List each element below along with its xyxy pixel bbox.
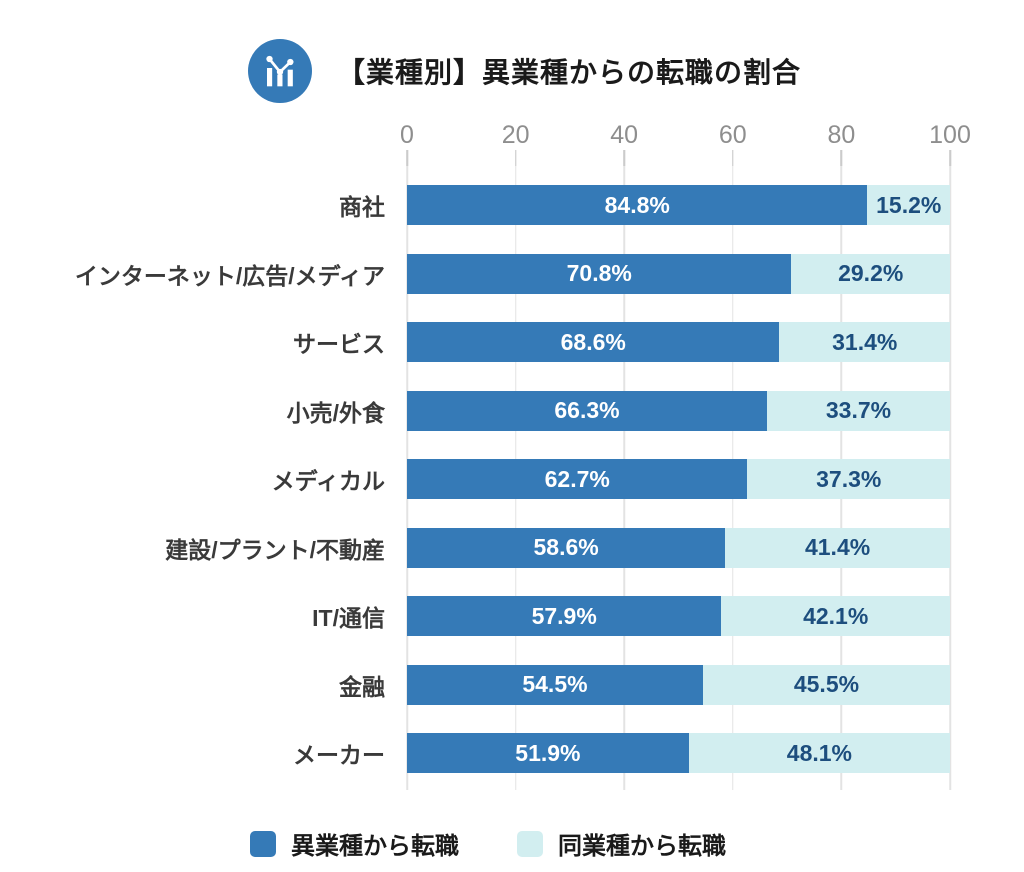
axis-tick-mark	[949, 150, 951, 166]
bar-value-label: 33.7%	[825, 397, 892, 424]
x-axis-tick-label: 80	[827, 121, 856, 149]
x-axis: 0 20 40 60 80 100	[400, 121, 971, 151]
bar-value-label: 57.9%	[531, 602, 597, 629]
bar-segment-same-industry: 41.4%	[725, 527, 950, 568]
bar-value-label: 70.8%	[566, 260, 632, 287]
bar-segment-same-industry: 45.5%	[702, 664, 950, 705]
axis-tick-mark	[732, 150, 734, 166]
bar-row: メーカー 51.9% 48.1%	[0, 719, 1024, 788]
category-label: インターネット/広告/メディア	[74, 262, 385, 289]
x-axis-tick-label: 0	[400, 121, 414, 149]
category-label: メディカル	[271, 468, 385, 495]
legend-swatch-dark-blue	[250, 830, 276, 857]
bar-line-chart-icon	[248, 39, 312, 103]
bar-segment-same-industry: 29.2%	[791, 253, 950, 294]
bar-segment-different-industry: 58.6%	[407, 527, 726, 568]
bar-segment-different-industry: 84.8%	[407, 185, 868, 226]
chart-header: 【業種別】異業種からの転職の割合	[248, 39, 801, 103]
bar-value-label: 41.4%	[804, 534, 871, 561]
bar-value-label: 29.2%	[838, 260, 904, 287]
axis-tick-mark	[623, 150, 625, 166]
category-label: IT/通信	[312, 605, 385, 632]
x-axis-tick-label: 20	[501, 121, 530, 149]
bar-segment-different-industry: 68.6%	[407, 322, 780, 363]
bar-row: サービス 68.6% 31.4%	[0, 308, 1024, 377]
bar-row: 商社 84.8% 15.2%	[0, 171, 1024, 240]
bar-value-label: 66.3%	[554, 397, 620, 424]
gridline	[949, 150, 951, 790]
bar-segment-different-industry: 70.8%	[407, 253, 792, 294]
bar-value-label: 45.5%	[793, 671, 860, 698]
x-axis-tick-label: 100	[929, 121, 971, 149]
category-label: メーカー	[293, 742, 385, 769]
stacked-bar: 66.3% 33.7%	[407, 390, 950, 431]
bar-value-label: 48.1%	[786, 739, 852, 766]
bar-value-label: 31.4%	[832, 328, 898, 355]
bar-segment-same-industry: 42.1%	[721, 596, 950, 637]
legend-label: 同業種から転職	[558, 833, 726, 860]
bar-value-label: 51.9%	[515, 739, 581, 766]
bar-row: インターネット/広告/メディア 70.8% 29.2%	[0, 240, 1024, 309]
stacked-bar: 84.8% 15.2%	[407, 185, 950, 226]
bar-segment-same-industry: 33.7%	[767, 390, 950, 431]
stacked-bar: 70.8% 29.2%	[407, 253, 950, 294]
chart-title: 【業種別】異業種からの転職の割合	[337, 57, 802, 88]
bar-segment-different-industry: 66.3%	[407, 390, 767, 431]
bar-row: メディカル 62.7% 37.3%	[0, 445, 1024, 514]
bar-segment-different-industry: 54.5%	[407, 664, 703, 705]
bar-segment-different-industry: 62.7%	[407, 459, 748, 500]
category-label: 建設/プラント/不動産	[165, 536, 385, 563]
stacked-bar: 62.7% 37.3%	[407, 459, 950, 500]
bar-rows: 商社 84.8% 15.2% インターネット/広告/メディア 70.8% 29.2% サービ…	[0, 150, 1024, 788]
stacked-bar: 54.5% 45.5%	[407, 664, 950, 705]
bar-segment-same-industry: 48.1%	[688, 733, 950, 774]
bar-value-label: 62.7%	[544, 465, 610, 492]
category-label: サービス	[293, 331, 385, 358]
bar-row: 小売/外食 66.3% 33.7%	[0, 377, 1024, 446]
bar-row: 金融 54.5% 45.5%	[0, 651, 1024, 720]
bar-value-label: 37.3%	[816, 465, 882, 492]
bar-segment-same-industry: 15.2%	[867, 185, 950, 226]
bar-segment-same-industry: 31.4%	[779, 322, 950, 363]
bar-row: IT/通信 57.9% 42.1%	[0, 582, 1024, 651]
bar-value-label: 58.6%	[533, 534, 599, 561]
bar-value-label: 54.5%	[522, 671, 588, 698]
bar-segment-different-industry: 57.9%	[407, 596, 722, 637]
category-label: 商社	[339, 194, 385, 221]
bar-segment-different-industry: 51.9%	[407, 733, 689, 774]
bar-row: 建設/プラント/不動産 58.6% 41.4%	[0, 514, 1024, 583]
legend: 異業種から転職 同業種から転職	[250, 826, 726, 861]
x-axis-tick-label: 40	[610, 121, 639, 149]
bar-segment-same-industry: 37.3%	[747, 459, 950, 500]
axis-tick-mark	[514, 150, 517, 166]
legend-item-different-industry: 異業種から転職	[250, 826, 459, 861]
bar-line-chart-glyph	[266, 55, 294, 87]
stacked-bar: 68.6% 31.4%	[407, 322, 950, 363]
legend-item-same-industry: 同業種から転職	[517, 826, 726, 861]
x-axis-tick-label: 60	[718, 121, 747, 149]
bar-value-label: 84.8%	[604, 191, 670, 218]
bar-value-label: 68.6%	[560, 328, 626, 355]
axis-tick-mark	[406, 150, 408, 166]
legend-swatch-light-cyan	[517, 830, 543, 857]
bar-value-label: 42.1%	[803, 602, 869, 629]
axis-tick-mark	[840, 150, 843, 166]
stacked-bar: 51.9% 48.1%	[407, 733, 950, 774]
category-label: 小売/外食	[286, 399, 385, 426]
stacked-bar: 57.9% 42.1%	[407, 596, 950, 637]
bar-value-label: 15.2%	[876, 191, 942, 218]
stacked-bar: 58.6% 41.4%	[407, 527, 950, 568]
category-label: 金融	[339, 673, 385, 700]
legend-label: 異業種から転職	[291, 833, 459, 860]
